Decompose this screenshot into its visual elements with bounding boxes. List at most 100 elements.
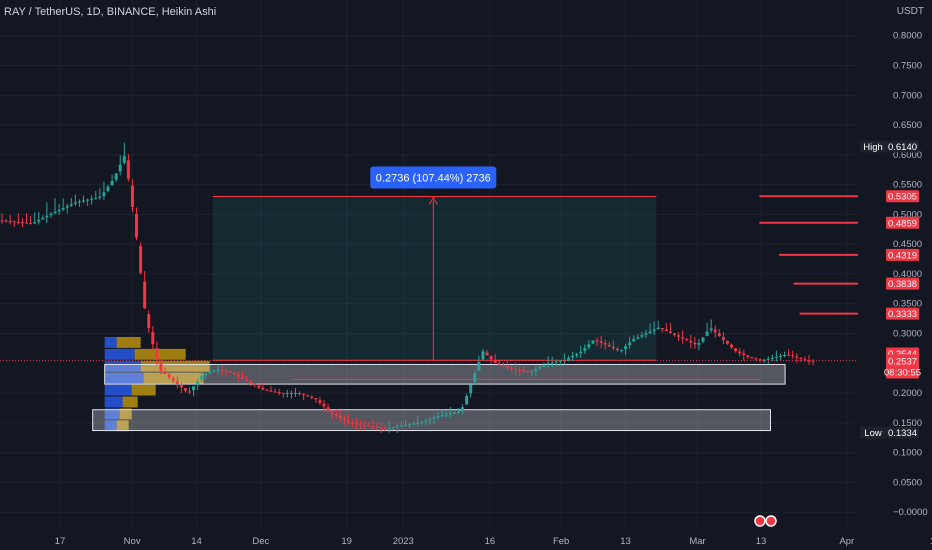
x-tick-label: Nov: [124, 536, 141, 547]
low-value-tag: 0.1334: [888, 428, 917, 439]
candle-body: [620, 349, 624, 351]
candle-body: [334, 414, 338, 416]
candle-body: [277, 392, 281, 394]
high-value-tag: 0.6140: [888, 142, 917, 153]
candle-body: [126, 160, 130, 179]
high-label-tag-bg: [860, 140, 886, 153]
candle-body: [387, 427, 391, 429]
current-price-tag: 0.2544: [888, 349, 917, 360]
x-tick-label: Mar: [689, 536, 705, 547]
level-tag: 0.4319: [888, 250, 917, 261]
level-tag-bg: [886, 248, 919, 261]
candle-body: [0, 220, 4, 222]
candle-body: [469, 384, 473, 394]
candle-body: [257, 385, 261, 388]
candle-body: [742, 353, 746, 356]
low-value-tag-bg: [886, 426, 919, 439]
candle-body: [98, 196, 102, 198]
y-tick-label: 0.4500: [893, 239, 922, 250]
candle-body: [269, 390, 273, 392]
candle-body: [53, 211, 57, 214]
candle-body: [713, 329, 717, 333]
level-tag: 0.3333: [888, 309, 917, 320]
y-tick-label: 0.0500: [893, 477, 922, 488]
candle-body: [29, 222, 33, 224]
candle-body: [375, 427, 379, 429]
candle-body: [61, 208, 65, 210]
volume-profile-bar-up: [104, 336, 117, 348]
x-tick-label: 13: [756, 536, 767, 547]
candle-body: [253, 383, 257, 386]
candle-body: [232, 373, 236, 375]
candle-body: [530, 371, 534, 373]
x-tick-label: 16: [485, 536, 496, 547]
candle-body: [110, 181, 114, 186]
candle-body: [648, 331, 652, 333]
candle-body: [240, 377, 244, 379]
candle-body: [546, 363, 550, 365]
volume-profile-bar-up: [104, 420, 117, 432]
candle-body: [591, 340, 595, 344]
candle-body: [685, 339, 689, 341]
volume-profile-bar-down: [140, 360, 210, 372]
level-tag: 0.3838: [888, 279, 917, 290]
candle-body: [359, 424, 363, 426]
x-tick-label: 1: [930, 536, 932, 547]
candle-body: [163, 371, 167, 374]
candle-body: [196, 381, 200, 386]
candle-body: [652, 329, 656, 332]
candle-body: [24, 222, 28, 224]
event-flag-icon: [765, 515, 777, 527]
y-tick-label: 0.1000: [893, 448, 922, 459]
y-tick-label: 0.6000: [893, 150, 922, 161]
x-tick-label: 17: [55, 536, 66, 547]
level-tag: 0.4859: [888, 218, 917, 229]
volume-profile-bar-down: [119, 408, 132, 420]
candle-body: [677, 335, 681, 337]
candle-body: [440, 415, 444, 417]
candle-body: [45, 215, 49, 218]
candle-body: [326, 407, 330, 410]
x-tick-label: 13: [620, 536, 631, 547]
y-tick-label: 0.2000: [893, 388, 922, 399]
candle-body: [465, 396, 469, 405]
candle-body: [159, 363, 163, 371]
candle-body: [188, 391, 192, 393]
candle-body: [787, 354, 791, 356]
candle-body: [41, 217, 45, 220]
candle-body: [395, 426, 399, 428]
candle-body: [807, 360, 811, 362]
candle-body: [102, 192, 106, 196]
candle-body: [762, 359, 766, 361]
candle-body: [538, 366, 542, 369]
x-tick-label: Dec: [252, 536, 269, 547]
candle-body: [791, 355, 795, 357]
y-tick-label: 0.7000: [893, 90, 922, 101]
volume-profile-bar-down: [134, 348, 186, 360]
candle-body: [118, 164, 122, 172]
candle-body: [595, 340, 599, 342]
candle-body: [306, 395, 310, 397]
volume-profile-bar-down: [116, 336, 141, 348]
y-tick-label: 0.4000: [893, 269, 922, 280]
candle-body: [114, 173, 118, 180]
candle-body: [416, 422, 420, 424]
candle-body: [399, 425, 403, 427]
candle-body: [208, 372, 212, 374]
candle-body: [183, 388, 187, 391]
candle-body: [106, 186, 110, 191]
level-tag-bg: [886, 216, 919, 229]
y-tick-label: −0.0000: [893, 507, 928, 518]
candle-body: [522, 370, 526, 372]
candle-body: [293, 393, 297, 395]
candle-body: [473, 373, 477, 382]
support-zone: [92, 409, 771, 432]
candle-body: [799, 357, 803, 360]
candle-body: [265, 389, 269, 391]
candle-body: [37, 219, 41, 222]
candle-body: [77, 201, 81, 203]
candle-body: [668, 331, 672, 333]
candle-body: [147, 314, 151, 329]
candle-body: [310, 396, 314, 398]
